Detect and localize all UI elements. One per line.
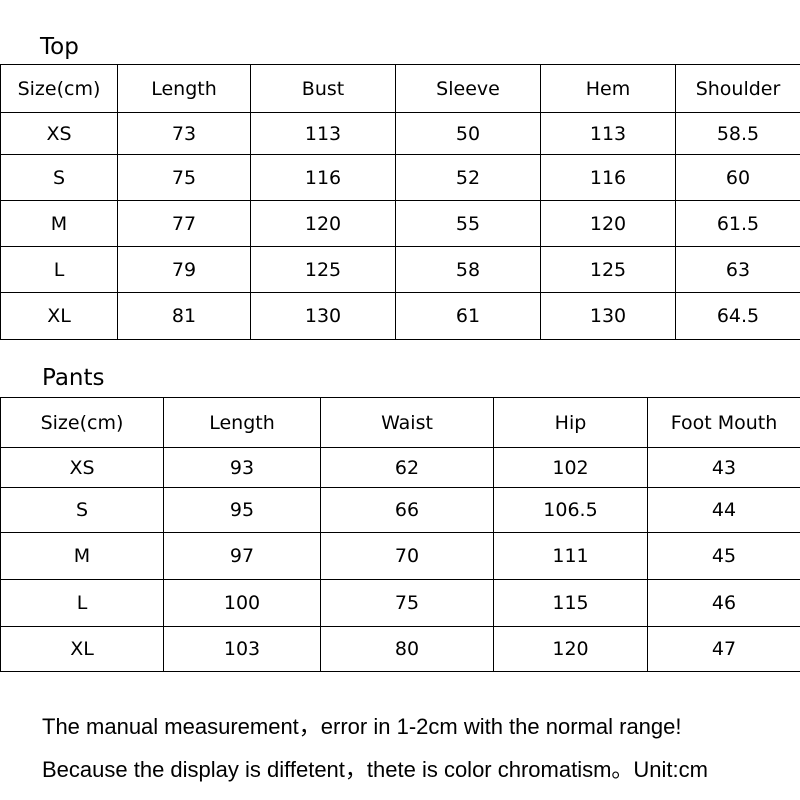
column-header: Length: [117, 64, 251, 113]
table-cell: 58.5: [675, 112, 800, 155]
table-row: M 77 120 55 120 61.5: [0, 200, 800, 247]
column-header: Hip: [493, 397, 648, 448]
top-table-title: Top: [40, 34, 79, 60]
table-cell: XS: [0, 447, 164, 488]
table-cell: 47: [647, 626, 800, 672]
table-cell: 120: [540, 200, 676, 247]
table-cell: 120: [250, 200, 396, 247]
column-header: Shoulder: [675, 64, 800, 113]
table-cell: 113: [540, 112, 676, 155]
table-cell: 103: [163, 626, 321, 672]
table-cell: 106.5: [493, 487, 648, 533]
table-cell: 125: [250, 246, 396, 293]
table-cell: 60: [675, 154, 800, 201]
table-cell: M: [0, 532, 164, 580]
header-row: Size(cm) Length Waist Hip Foot Mouth: [0, 397, 800, 448]
table-cell: 63: [675, 246, 800, 293]
table-cell: 61: [395, 292, 541, 340]
table-cell: 111: [493, 532, 648, 580]
table-cell: 97: [163, 532, 321, 580]
table-cell: 62: [320, 447, 494, 488]
table-cell: 45: [647, 532, 800, 580]
table-row: XS 73 113 50 113 58.5: [0, 112, 800, 155]
table-cell: 95: [163, 487, 321, 533]
table-cell: 102: [493, 447, 648, 488]
column-header: Hem: [540, 64, 676, 113]
table-cell: 81: [117, 292, 251, 340]
table-cell: M: [0, 200, 118, 247]
table-cell: 66: [320, 487, 494, 533]
table-cell: 113: [250, 112, 396, 155]
column-header: Bust: [250, 64, 396, 113]
table-cell: 100: [163, 579, 321, 627]
column-header: Waist: [320, 397, 494, 448]
column-header: Length: [163, 397, 321, 448]
table-cell: S: [0, 154, 118, 201]
color-note: Because the display is diffetent，thete i…: [42, 757, 708, 782]
table-cell: 120: [493, 626, 648, 672]
table-cell: 58: [395, 246, 541, 293]
pants-size-table: Size(cm) Length Waist Hip Foot Mouth XS 93 62 10…: [0, 397, 800, 672]
table-row: S 75 116 52 116 60: [0, 154, 800, 201]
table-cell: 70: [320, 532, 494, 580]
table-cell: 61.5: [675, 200, 800, 247]
table-cell: S: [0, 487, 164, 533]
table-cell: 44: [647, 487, 800, 533]
table-cell: 50: [395, 112, 541, 155]
column-header: Sleeve: [395, 64, 541, 113]
table-row: M 97 70 111 45: [0, 532, 800, 580]
table-cell: 75: [117, 154, 251, 201]
measurement-note: The manual measurement，error in 1-2cm wi…: [42, 714, 682, 739]
table-row: XL 81 130 61 130 64.5: [0, 292, 800, 340]
column-header: Foot Mouth: [647, 397, 800, 448]
table-cell: 73: [117, 112, 251, 155]
table-row: S 95 66 106.5 44: [0, 487, 800, 533]
table-cell: 116: [250, 154, 396, 201]
table-cell: XL: [0, 292, 118, 340]
table-cell: 77: [117, 200, 251, 247]
table-cell: 55: [395, 200, 541, 247]
table-cell: XL: [0, 626, 164, 672]
table-cell: 64.5: [675, 292, 800, 340]
table-row: XS 93 62 102 43: [0, 447, 800, 488]
table-cell: 79: [117, 246, 251, 293]
table-cell: 116: [540, 154, 676, 201]
column-header: Size(cm): [0, 64, 118, 113]
table-cell: L: [0, 246, 118, 293]
header-row: Size(cm) Length Bust Sleeve Hem Shoulder: [0, 64, 800, 113]
top-size-table: Size(cm) Length Bust Sleeve Hem Shoulder XS 73 1…: [0, 64, 800, 340]
table-cell: 130: [250, 292, 396, 340]
column-header: Size(cm): [0, 397, 164, 448]
table-cell: 125: [540, 246, 676, 293]
table-cell: L: [0, 579, 164, 627]
table-row: L 100 75 115 46: [0, 579, 800, 627]
table-cell: 46: [647, 579, 800, 627]
table-cell: XS: [0, 112, 118, 155]
table-cell: 130: [540, 292, 676, 340]
table-cell: 52: [395, 154, 541, 201]
table-row: L 79 125 58 125 63: [0, 246, 800, 293]
table-row: XL 103 80 120 47: [0, 626, 800, 672]
table-cell: 75: [320, 579, 494, 627]
table-cell: 93: [163, 447, 321, 488]
table-cell: 43: [647, 447, 800, 488]
table-cell: 115: [493, 579, 648, 627]
table-cell: 80: [320, 626, 494, 672]
pants-table-title: Pants: [42, 365, 105, 391]
